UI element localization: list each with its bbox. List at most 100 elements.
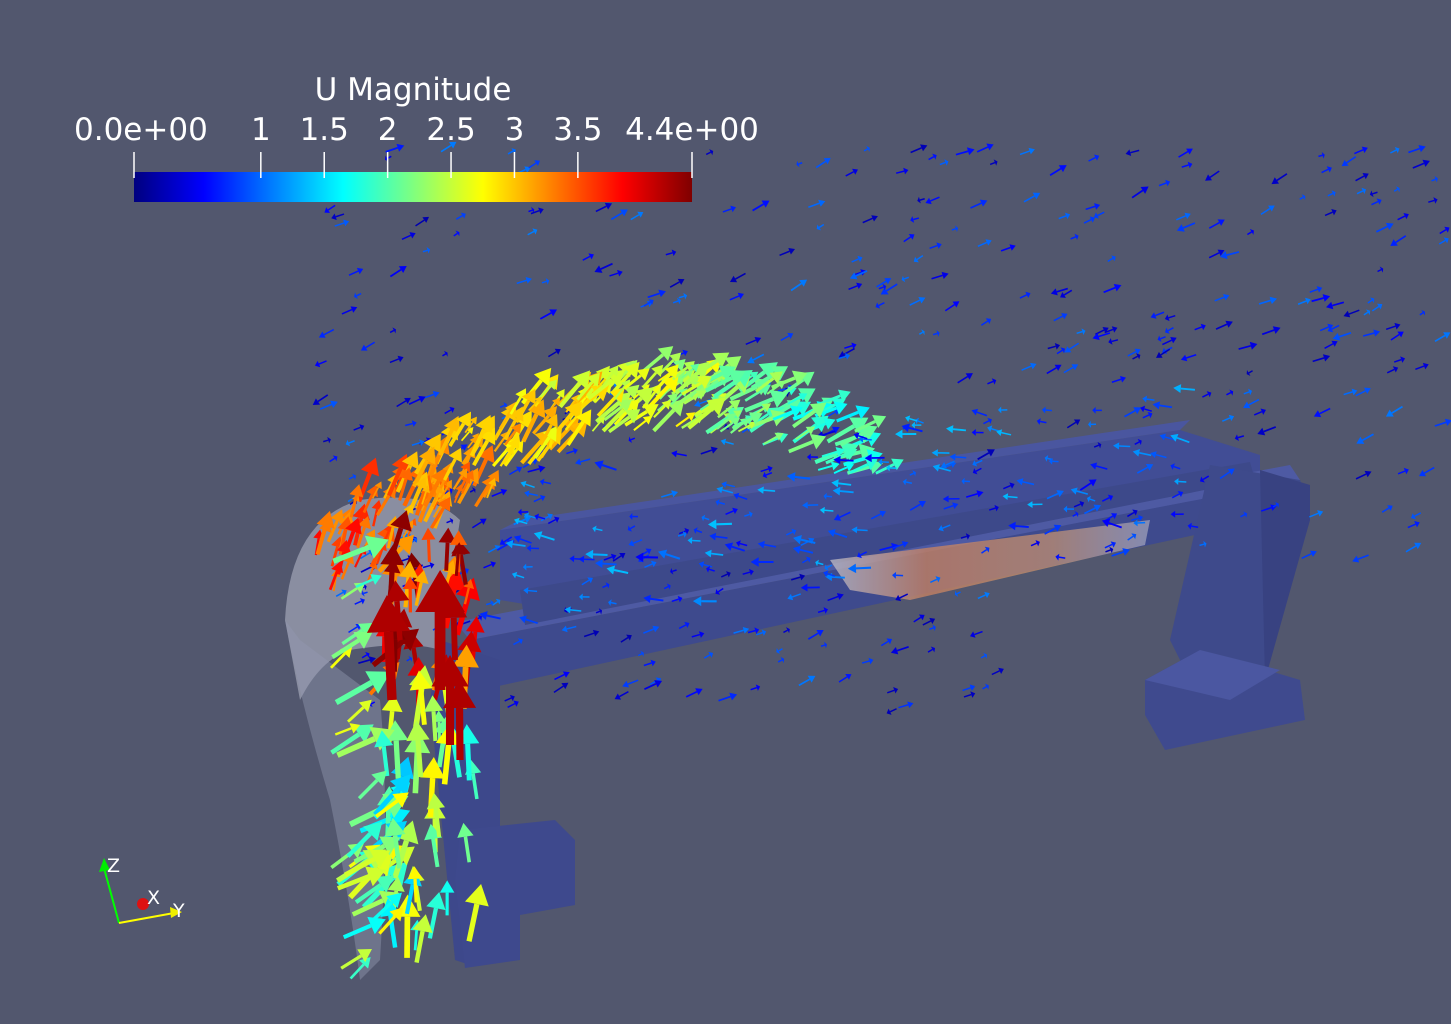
velocity-glyph-715 — [683, 394, 699, 405]
velocity-glyph-head-131 — [857, 255, 863, 263]
velocity-glyph-713 — [452, 475, 464, 490]
velocity-glyph-head-406 — [397, 355, 404, 363]
velocity-glyph-290 — [547, 519, 556, 525]
velocity-glyph-head-446 — [1176, 224, 1185, 232]
velocity-glyph-5 — [741, 428, 748, 434]
velocity-glyph-head-202 — [361, 590, 365, 597]
velocity-glyph-head-427 — [754, 336, 762, 344]
velocity-glyph-head-687 — [697, 376, 712, 389]
velocity-glyph-head-295 — [818, 199, 826, 207]
velocity-glyph-head-39 — [890, 646, 899, 655]
velocity-glyph-842 — [739, 542, 748, 547]
velocity-glyph-head-688 — [401, 451, 419, 470]
velocity-glyph-784 — [463, 587, 470, 605]
velocity-glyph-head-439 — [1390, 239, 1398, 247]
velocity-glyph-458 — [422, 564, 431, 569]
velocity-glyph-head-41 — [1111, 255, 1116, 262]
velocity-glyph-head-89 — [640, 650, 644, 657]
velocity-glyph-209 — [927, 648, 933, 653]
velocity-glyph-383 — [878, 286, 884, 290]
velocity-glyph-244 — [440, 144, 452, 153]
velocity-glyph-head-52 — [1411, 513, 1417, 520]
velocity-glyph-head-909 — [786, 472, 796, 482]
x-axis-label: X — [147, 887, 160, 909]
velocity-glyph-head-918 — [479, 611, 488, 620]
velocity-glyph-head-395 — [816, 224, 822, 231]
velocity-glyph-head-438 — [312, 398, 321, 405]
scalar-bar — [133, 152, 693, 202]
velocity-glyph-head-929 — [1055, 553, 1060, 561]
velocity-glyph-704 — [695, 406, 711, 417]
velocity-glyph-head-208 — [598, 608, 603, 615]
velocity-glyph-head-17 — [836, 593, 844, 600]
velocity-glyph-432 — [1258, 299, 1271, 305]
velocity-glyph-934 — [858, 435, 868, 440]
velocity-glyph-455 — [1354, 149, 1364, 155]
velocity-glyph-head-116 — [356, 267, 364, 275]
velocity-glyph-810 — [458, 554, 468, 585]
velocity-glyph-750 — [413, 930, 418, 951]
velocity-glyph-452 — [327, 204, 336, 211]
velocity-glyph-head-711 — [855, 405, 870, 420]
velocity-glyph-head-357 — [1331, 209, 1337, 216]
velocity-glyph-head-892 — [1044, 455, 1049, 462]
velocity-glyph-850 — [1015, 525, 1029, 528]
velocity-glyph-head-337 — [879, 510, 887, 517]
velocity-glyph-head-459 — [986, 143, 994, 151]
velocity-glyph-head-873 — [847, 563, 857, 574]
velocity-glyph-167 — [1343, 391, 1353, 396]
velocity-glyph-head-346 — [1136, 353, 1141, 360]
velocity-glyph-head-393 — [1370, 297, 1375, 304]
velocity-glyph-head-87 — [490, 599, 494, 607]
velocity-glyph-head-922 — [724, 542, 734, 551]
velocity-glyph-head-621 — [570, 394, 580, 404]
velocity-glyph-head-818 — [412, 914, 433, 934]
velocity-glyph-head-387 — [1421, 309, 1426, 316]
velocity-glyph-820 — [433, 808, 442, 838]
velocity-glyph-101 — [471, 521, 483, 529]
velocity-glyph-head-248 — [1322, 354, 1331, 362]
velocity-glyph-696 — [545, 402, 557, 415]
velocity-glyph-head-172 — [984, 683, 989, 690]
velocity-glyph-824 — [334, 680, 374, 706]
velocity-glyph-438 — [317, 394, 329, 403]
velocity-glyph-203 — [1047, 345, 1056, 350]
velocity-glyph-head-788 — [386, 892, 402, 909]
velocity-glyph-3 — [444, 409, 452, 415]
velocity-glyph-head-845 — [511, 571, 518, 579]
velocity-glyph-head-651 — [542, 426, 557, 442]
velocity-glyph-head-49 — [1109, 546, 1114, 554]
velocity-glyph-head-612 — [733, 410, 742, 419]
velocity-glyph-head-631 — [683, 361, 695, 372]
velocity-glyph-head-878 — [1113, 442, 1120, 450]
velocity-glyph-head-22 — [684, 527, 690, 535]
velocity-glyph-head-47 — [588, 253, 594, 260]
velocity-glyph-264 — [1208, 221, 1220, 229]
velocity-glyph-919 — [952, 428, 966, 432]
velocity-glyph-839 — [1159, 404, 1173, 409]
velocity-glyph-176 — [644, 563, 653, 569]
velocity-glyph-918 — [486, 614, 501, 620]
velocity-glyph-head-416 — [737, 292, 744, 300]
velocity-glyph-327 — [496, 542, 509, 551]
velocity-glyph-680 — [795, 430, 809, 441]
velocity-glyph-head-91 — [1331, 340, 1338, 347]
velocity-glyph-head-369 — [787, 593, 794, 601]
velocity-glyph-head-188 — [1028, 147, 1035, 155]
velocity-glyph-head-8 — [1113, 283, 1122, 292]
velocity-glyph-270 — [1363, 311, 1369, 316]
velocity-glyph-head-20 — [1053, 524, 1062, 532]
velocity-glyph-head-34 — [1322, 294, 1331, 302]
velocity-glyph-head-98 — [1122, 548, 1130, 556]
velocity-glyph-head-458 — [429, 562, 435, 569]
velocity-glyph-head-860 — [1070, 487, 1078, 495]
velocity-glyph-170 — [747, 629, 756, 634]
velocity-glyph-head-797 — [389, 774, 411, 796]
velocity-glyph-head-710 — [664, 364, 679, 379]
velocity-glyph-193 — [885, 283, 898, 292]
velocity-glyph-15 — [1434, 421, 1447, 427]
velocity-glyph-head-184 — [419, 439, 425, 447]
velocity-glyph-1 — [513, 640, 520, 646]
velocity-glyph-653 — [716, 417, 731, 430]
